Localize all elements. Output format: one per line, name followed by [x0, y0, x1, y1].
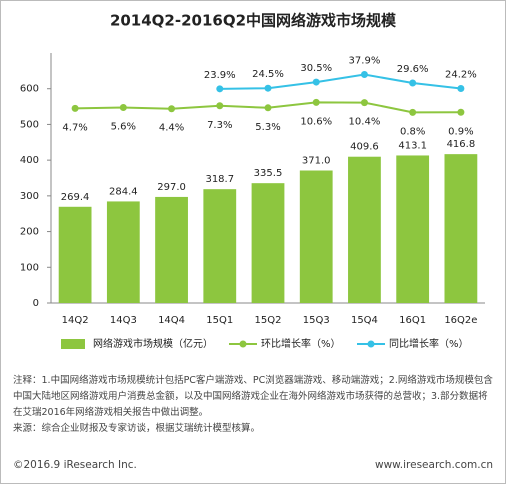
- bar: [203, 189, 237, 303]
- marker: [360, 99, 368, 107]
- data-label: 5.6%: [111, 121, 136, 132]
- x-tick-label: 15Q3: [303, 315, 330, 326]
- y-tick-label: 200: [20, 227, 39, 238]
- source: 来源：综合企业财报及专家访谈，根据艾瑞统计模型核算。: [13, 423, 261, 434]
- marker: [360, 71, 368, 79]
- marker: [71, 104, 79, 112]
- data-label: 371.0: [302, 156, 331, 167]
- data-label: 416.8: [447, 139, 476, 150]
- marker: [168, 105, 176, 113]
- y-tick-label: 0: [33, 298, 39, 309]
- y-tick-label: 400: [20, 155, 39, 166]
- data-label: 24.2%: [445, 70, 477, 81]
- marker: [457, 85, 465, 93]
- x-tick-label: 15Q1: [206, 315, 233, 326]
- data-label: 24.5%: [252, 69, 284, 80]
- x-tick-label: 15Q4: [351, 315, 378, 326]
- data-label: 10.4%: [349, 117, 381, 128]
- data-label: 7.3%: [207, 120, 232, 131]
- data-label: 284.4: [109, 186, 138, 197]
- y-tick-label: 100: [20, 262, 39, 273]
- bar: [106, 201, 140, 303]
- copyright: ©2016.9 iResearch Inc.: [13, 459, 137, 471]
- data-label: 269.4: [61, 192, 90, 203]
- data-label: 4.7%: [62, 122, 87, 133]
- marker: [312, 78, 320, 86]
- marker: [457, 108, 465, 116]
- data-label: 0.9%: [448, 126, 473, 137]
- legend-swatch: [367, 340, 375, 348]
- bar: [58, 206, 92, 303]
- data-label: 413.1: [398, 140, 427, 151]
- y-tick-label: 600: [20, 84, 39, 95]
- legend-swatch: [61, 339, 85, 349]
- chart-title: 2014Q2-2016Q2中国网络游戏市场规模: [110, 12, 397, 30]
- data-label: 37.9%: [349, 56, 381, 67]
- x-tick-label: 15Q2: [255, 315, 282, 326]
- marker: [216, 85, 224, 93]
- y-tick-label: 300: [20, 191, 39, 202]
- marker: [264, 104, 272, 112]
- data-label: 10.6%: [300, 116, 332, 127]
- data-label: 335.5: [254, 168, 283, 179]
- data-label: 409.6: [350, 142, 379, 153]
- data-label: 318.7: [205, 174, 234, 185]
- x-tick-label: 16Q2e: [444, 315, 477, 326]
- note: 注释：1.中国网络游戏市场规模统计包括PC客户端游戏、PC浏览器端游戏、移动端游…: [13, 375, 493, 418]
- data-label: 5.3%: [255, 122, 280, 133]
- bar: [155, 196, 188, 303]
- marker: [264, 84, 272, 92]
- legend-label: 网络游戏市场规模（亿元）: [93, 337, 213, 350]
- data-label: 30.5%: [300, 63, 332, 74]
- line: [219, 73, 462, 90]
- legend-label: 同比增长率（%）: [389, 337, 469, 350]
- legend-label: 环比增长率（%）: [261, 337, 341, 350]
- marker: [312, 98, 320, 106]
- marker: [409, 108, 417, 116]
- bar: [444, 154, 478, 303]
- marker: [409, 79, 417, 87]
- bar: [251, 183, 285, 303]
- data-label: 23.9%: [204, 70, 236, 81]
- bar: [396, 155, 430, 303]
- data-label: 297.0: [157, 182, 186, 193]
- x-tick-label: 14Q4: [158, 315, 185, 326]
- y-tick-label: 500: [20, 119, 39, 130]
- marker: [216, 102, 224, 110]
- data-label: 29.6%: [397, 64, 429, 75]
- data-label: 0.8%: [400, 126, 425, 137]
- bar: [348, 156, 381, 303]
- data-label: 4.4%: [159, 123, 184, 134]
- x-tick-label: 14Q2: [62, 315, 89, 326]
- marker: [119, 103, 127, 111]
- bar: [299, 170, 333, 303]
- legend-swatch: [239, 340, 247, 348]
- website: www.iresearch.com.cn: [374, 459, 493, 471]
- x-tick-label: 14Q3: [110, 315, 137, 326]
- chart: 2014Q2-2016Q2中国网络游戏市场规模 0 100 200 300 400 500…: [20, 12, 485, 350]
- x-tick-label: 16Q1: [399, 315, 426, 326]
